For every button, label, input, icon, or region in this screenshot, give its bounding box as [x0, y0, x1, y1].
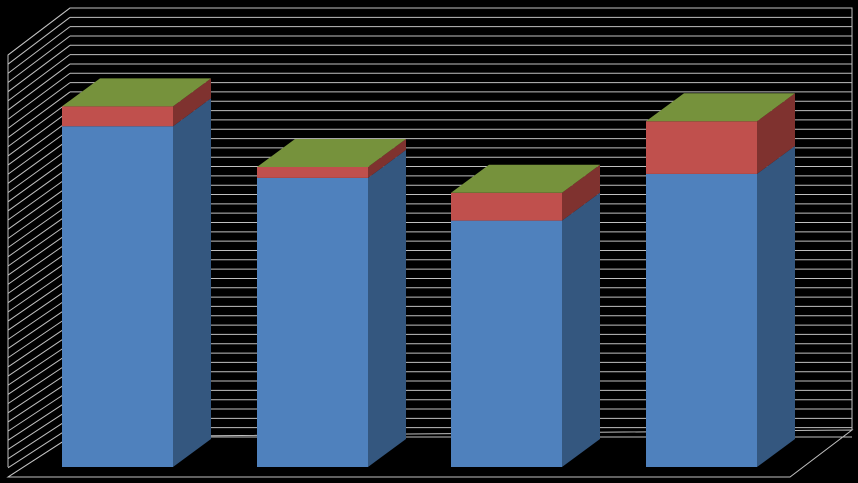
gridline-left-wall: [7, 119, 71, 166]
gridline-left-wall: [7, 203, 71, 249]
bar-side-0-0: [173, 98, 211, 468]
gridline-left-wall: [7, 63, 71, 111]
gridline-left-wall: [7, 371, 71, 414]
gridline-left-wall: [7, 138, 71, 184]
gridline-left-wall: [7, 268, 71, 313]
gridline-left-wall: [7, 287, 71, 331]
gridline-left-wall: [7, 399, 71, 441]
gridline-left-wall: [7, 389, 71, 432]
bar-segment-0-2: [451, 220, 562, 467]
gridline-left-wall: [7, 296, 71, 340]
gridline-left-wall: [7, 212, 71, 258]
bar-side-0-3: [757, 145, 795, 467]
gridline-left-wall: [7, 26, 71, 74]
bar-segment-1-2: [451, 192, 562, 221]
gridline-left-wall: [7, 408, 71, 450]
gridline-left-wall: [7, 175, 71, 221]
bar-segment-0-1: [257, 177, 368, 467]
gridline-left-wall: [7, 436, 71, 478]
gridline-left-wall: [7, 306, 71, 349]
bar-side-1-1: [368, 138, 406, 178]
gridline-left-wall: [7, 352, 71, 395]
gridline-left-wall: [7, 250, 71, 294]
gridline-left-wall: [7, 100, 71, 148]
gridline-left-wall: [7, 147, 71, 194]
bar-side-0-2: [562, 192, 600, 468]
gridline-left-wall: [7, 156, 71, 203]
gridline-left-wall: [7, 427, 71, 469]
gridline-left-wall: [7, 184, 71, 230]
gridline-left-wall: [7, 333, 71, 377]
gridline-left-wall: [7, 222, 71, 267]
gridline-left-wall: [7, 194, 71, 239]
gridline-left-wall: [7, 91, 71, 138]
bar-segment-1-0: [62, 106, 173, 127]
gridline-left-wall: [7, 128, 71, 175]
bar-side-1-2: [562, 164, 600, 221]
bar-side-1-0: [173, 78, 211, 127]
gridline-left-wall: [7, 259, 71, 304]
gridline-left-wall: [7, 7, 71, 56]
gridline-left-wall: [7, 324, 71, 368]
gridline-left-wall: [7, 315, 71, 359]
bar-top-2: [451, 164, 600, 193]
bar-segment-1-3: [646, 121, 757, 174]
bar-side-1-3: [757, 93, 795, 174]
gridline-left-wall: [7, 72, 71, 120]
gridline-left-wall: [7, 16, 71, 65]
bar-segment-0-0: [62, 126, 173, 468]
gridline-left-wall: [7, 44, 71, 93]
bar-side-0-1: [368, 149, 406, 467]
gridline-left-wall: [7, 54, 71, 102]
gridline-left-wall: [7, 380, 71, 423]
bar-top-3: [646, 93, 795, 122]
gridline-left-wall: [7, 343, 71, 386]
gridline-left-wall: [7, 110, 71, 157]
gridline-left-wall: [7, 278, 71, 322]
bar-top-0: [62, 78, 211, 107]
gridline-left-wall: [7, 35, 71, 83]
bar-top-1: [257, 138, 406, 167]
gridline-left-wall: [7, 231, 71, 276]
gridline-left-wall: [7, 240, 71, 285]
gridline-left-wall: [7, 417, 71, 460]
gridline-left-wall: [7, 361, 71, 405]
bar-segment-1-1: [257, 166, 368, 178]
bar-segment-0-3: [646, 173, 757, 467]
gridline-left-wall: [7, 82, 71, 129]
gridline-left-wall: [7, 166, 71, 212]
bars: [62, 78, 795, 468]
